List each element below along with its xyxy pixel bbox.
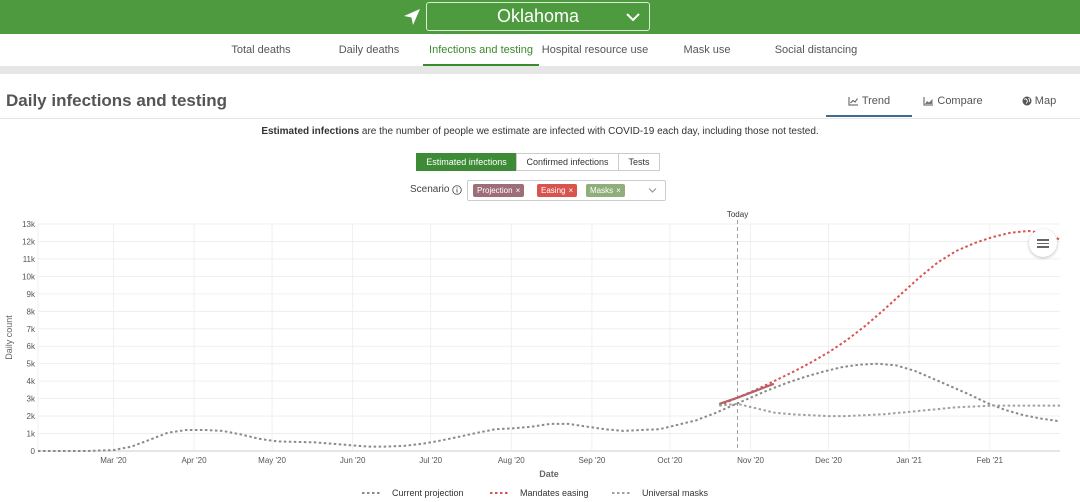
top-bar: Oklahoma	[0, 0, 1080, 34]
x-axis-ticks: Mar '20 Apr '20 May '20 Jun '20 Jul '20 Aug '…	[100, 456, 1003, 465]
y-tick-label: 2k	[27, 412, 36, 421]
toggle-estimated-infections[interactable]: Estimated infections	[416, 153, 517, 171]
menu-icon	[1037, 242, 1049, 245]
chip-label: Masks	[590, 186, 614, 195]
divider-strip	[0, 66, 1080, 74]
series-line	[718, 382, 775, 405]
y-tick-label: 6k	[27, 342, 36, 351]
x-tick-label: Jan '21	[896, 456, 922, 465]
chart-menu-button[interactable]	[1029, 229, 1057, 257]
x-tick-label: Aug '20	[498, 456, 525, 465]
y-tick-label: 11k	[23, 255, 36, 264]
description-text: are the number of people we estimate are…	[359, 126, 819, 137]
y-tick-label: 7k	[27, 325, 36, 334]
description-term: Estimated infections	[261, 126, 360, 137]
area-chart-icon	[923, 97, 934, 106]
y-axis-ticks: 0 1k 2k 3k 4k 5k 6k 7k 8k 9k 10k 11k 12k 13k	[22, 220, 36, 456]
scenario-select[interactable]: Projection × Easing × Masks ×	[467, 180, 666, 201]
series-line	[38, 362, 1061, 452]
tab-hospital-resource-use[interactable]: Hospital resource use	[541, 44, 649, 56]
y-tick-label: 0	[31, 447, 36, 456]
x-tick-label: May '20	[258, 456, 286, 465]
x-tick-label: Nov '20	[737, 456, 764, 465]
y-tick-label: 5k	[27, 360, 36, 369]
location-arrow-icon	[404, 9, 420, 25]
today-label: Today	[727, 210, 748, 219]
toggle-confirmed-infections[interactable]: Confirmed infections	[516, 153, 619, 171]
chart-grid	[37, 223, 1060, 452]
globe-icon	[1022, 96, 1032, 106]
state-select[interactable]: Oklahoma	[426, 2, 650, 31]
y-tick-label: 13k	[22, 220, 36, 229]
tab-social-distancing[interactable]: Social distancing	[774, 44, 858, 56]
x-axis-label: Date	[539, 469, 559, 479]
remove-icon[interactable]: ×	[515, 186, 521, 195]
section-divider	[0, 118, 1080, 119]
toggle-tests[interactable]: Tests	[618, 153, 660, 171]
y-tick-label: 12k	[22, 237, 36, 246]
tab-daily-deaths[interactable]: Daily deaths	[338, 44, 400, 56]
y-axis-label: Daily count	[4, 315, 14, 360]
y-tick-label: 3k	[27, 395, 36, 404]
info-icon[interactable]	[452, 185, 462, 195]
x-tick-label: Feb '21	[977, 456, 1004, 465]
y-tick-label: 4k	[27, 377, 36, 386]
menu-icon	[1037, 246, 1049, 248]
view-tab-label: Trend	[861, 95, 891, 107]
view-tab-map[interactable]: Map	[1004, 89, 1074, 117]
view-tab-trend[interactable]: Trend	[826, 89, 912, 117]
x-tick-label: Mar '20	[100, 456, 127, 465]
x-tick-label: Oct '20	[657, 456, 683, 465]
state-select-value: Oklahoma	[496, 6, 580, 26]
chart-series	[38, 230, 1061, 452]
legend-label: Universal masks	[642, 488, 709, 498]
remove-icon[interactable]: ×	[568, 186, 574, 195]
tab-mask-use[interactable]: Mask use	[683, 44, 731, 56]
series-line	[718, 230, 1061, 407]
legend-label: Mandates easing	[520, 488, 589, 498]
y-tick-label: 10k	[22, 272, 36, 281]
chip-label: Easing	[541, 186, 566, 195]
y-tick-label: 1k	[27, 430, 36, 439]
chart-description: Estimated infections are the number of p…	[0, 126, 1080, 137]
view-tab-compare[interactable]: Compare	[913, 89, 993, 117]
chevron-down-icon	[626, 13, 640, 22]
page-title: Daily infections and testing	[6, 91, 228, 110]
view-tab-label: Map	[1034, 95, 1057, 107]
tab-total-deaths[interactable]: Total deaths	[231, 44, 291, 56]
chip-masks[interactable]: Masks ×	[586, 184, 625, 197]
x-tick-label: Sep '20	[578, 456, 605, 465]
x-tick-label: Dec '20	[815, 456, 842, 465]
chip-projection[interactable]: Projection ×	[473, 184, 525, 197]
tab-infections-and-testing[interactable]: Infections and testing	[423, 34, 539, 66]
metric-tabs: Total deaths Daily deaths Infections and…	[0, 34, 1080, 66]
remove-icon[interactable]: ×	[616, 186, 621, 195]
chip-label: Projection	[477, 186, 513, 195]
legend-label: Current projection	[392, 488, 464, 498]
line-chart-icon	[848, 97, 858, 106]
scenario-label: Scenario	[410, 184, 450, 195]
x-tick-label: Jun '20	[340, 456, 366, 465]
x-tick-label: Apr '20	[181, 456, 207, 465]
chart-legend: Current projection Mandates easing Univers…	[362, 488, 709, 498]
chip-easing[interactable]: Easing ×	[537, 184, 578, 197]
y-tick-label: 9k	[27, 290, 36, 299]
y-tick-label: 8k	[27, 307, 36, 316]
x-tick-label: Jul '20	[419, 456, 442, 465]
menu-icon	[1037, 239, 1049, 241]
view-tab-label: Compare	[937, 95, 983, 107]
chevron-down-icon[interactable]	[648, 187, 657, 194]
infections-chart: 0 1k 2k 3k 4k 5k 6k 7k 8k 9k 10k 11k 12k 13k Mar '20 A…	[4, 210, 1061, 498]
